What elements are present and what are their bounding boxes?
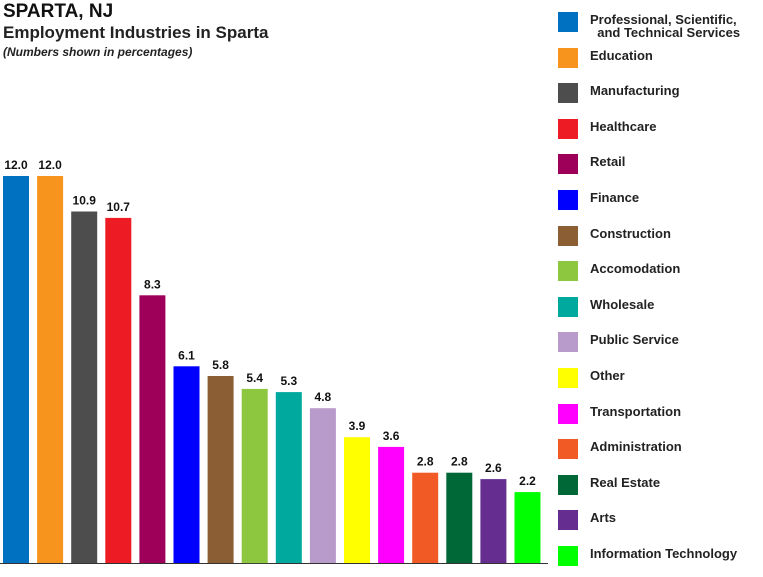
legend-item: Information Technology — [558, 546, 763, 570]
bar — [412, 472, 439, 563]
bar-value-label: 12.0 — [4, 158, 28, 172]
legend-swatch — [558, 225, 578, 246]
legend-item: Professional, Scientific, and Technical … — [558, 12, 763, 40]
legend-label: Education — [590, 47, 653, 63]
legend-swatch — [558, 546, 578, 566]
legend-label: Other — [590, 368, 625, 383]
bar — [378, 446, 405, 563]
bar-value-label: 12.0 — [38, 158, 62, 172]
bar — [514, 492, 541, 564]
bar-value-label: 2.8 — [417, 455, 434, 469]
bar — [446, 472, 473, 563]
legend-label: Construction — [590, 225, 671, 241]
legend-label: Retail — [590, 154, 626, 170]
legend-label: Administration — [590, 439, 682, 455]
bar — [275, 392, 302, 563]
legend-swatch — [558, 368, 578, 388]
bar-value-label: 10.9 — [73, 194, 97, 208]
legend-item: Education — [558, 47, 763, 72]
legend-label: Transportation — [590, 403, 682, 419]
bar — [37, 176, 64, 563]
chart-header: SPARTA, NJ Employment Industries in Spar… — [3, 0, 268, 61]
bar-chart: 12.0 12.0 10.9 10.7 8.3 6.1 5.8 5.4 5.3 4.8 3.9 3.6… — [0, 158, 548, 564]
legend-swatch — [558, 83, 578, 104]
legend-item: Construction — [558, 225, 763, 250]
bar — [105, 217, 132, 563]
legend-label: Information Technology — [590, 546, 738, 561]
bar-value-label: 8.3 — [144, 277, 161, 291]
legend-item: Healthcare — [558, 118, 763, 143]
legend-label: Professional, Scientific, and Technical … — [590, 12, 741, 40]
legend-item: Wholesale — [558, 296, 763, 321]
legend-item: Arts — [558, 510, 763, 534]
legend-label: Finance — [590, 190, 640, 205]
legend-item: Transportation — [558, 403, 763, 428]
bar-value-label: 5.8 — [212, 358, 229, 372]
bar — [241, 388, 268, 564]
legend-item: Real Estate — [558, 474, 763, 499]
bar-value-label: 6.1 — [178, 348, 195, 362]
legend-swatch — [558, 332, 578, 353]
legend-item: Public Service — [558, 332, 763, 356]
city-title: SPARTA, NJ — [3, 1, 114, 22]
legend-label: Public Service — [590, 332, 679, 348]
legend-item: Other — [558, 368, 763, 392]
legend-item: Accomodation — [558, 261, 763, 285]
legend-swatch — [558, 403, 578, 424]
legend-swatch — [558, 296, 578, 317]
bar-value-label: 2.6 — [485, 461, 502, 475]
bar — [139, 295, 166, 563]
legend-label: Healthcare — [590, 118, 657, 134]
bar-value-label: 2.8 — [451, 455, 468, 469]
legend-swatch — [558, 118, 578, 139]
bar-value-label: 4.8 — [315, 390, 332, 404]
legend-swatch — [558, 12, 578, 32]
legend-swatch — [558, 439, 578, 460]
bar-value-label: 5.4 — [246, 371, 263, 385]
legend-item: Manufacturing — [558, 83, 763, 107]
bar-value-label: 5.3 — [280, 374, 297, 388]
legend-item: Administration — [558, 439, 763, 463]
legend-label: Accomodation — [590, 261, 681, 277]
legend-swatch — [558, 474, 578, 495]
legend-item: Finance — [558, 190, 763, 214]
legend-swatch — [558, 510, 578, 531]
legend-swatch — [558, 261, 578, 282]
bar — [3, 176, 29, 563]
legend-swatch — [558, 190, 578, 210]
bar — [173, 366, 200, 563]
legend-label: Manufacturing — [590, 83, 680, 99]
bar — [480, 479, 507, 563]
bar — [344, 437, 370, 563]
legend-label: Arts — [590, 510, 617, 526]
bar-value-label: 10.7 — [107, 200, 131, 214]
bar — [207, 376, 234, 563]
chart-subtitle: (Numbers shown in percentages) — [3, 45, 193, 59]
bar — [71, 211, 98, 563]
chart-title: Employment Industries in Sparta — [3, 23, 269, 42]
legend-swatch — [558, 154, 578, 175]
bar — [309, 408, 336, 563]
bar-value-label: 2.2 — [519, 474, 536, 488]
bar-value-label: 3.9 — [349, 419, 366, 433]
legend-label: Wholesale — [590, 296, 655, 312]
legend-swatch — [558, 47, 578, 68]
legend-label: Real Estate — [590, 474, 661, 490]
legend-item: Retail — [558, 154, 763, 178]
bar-value-label: 3.6 — [383, 429, 400, 443]
